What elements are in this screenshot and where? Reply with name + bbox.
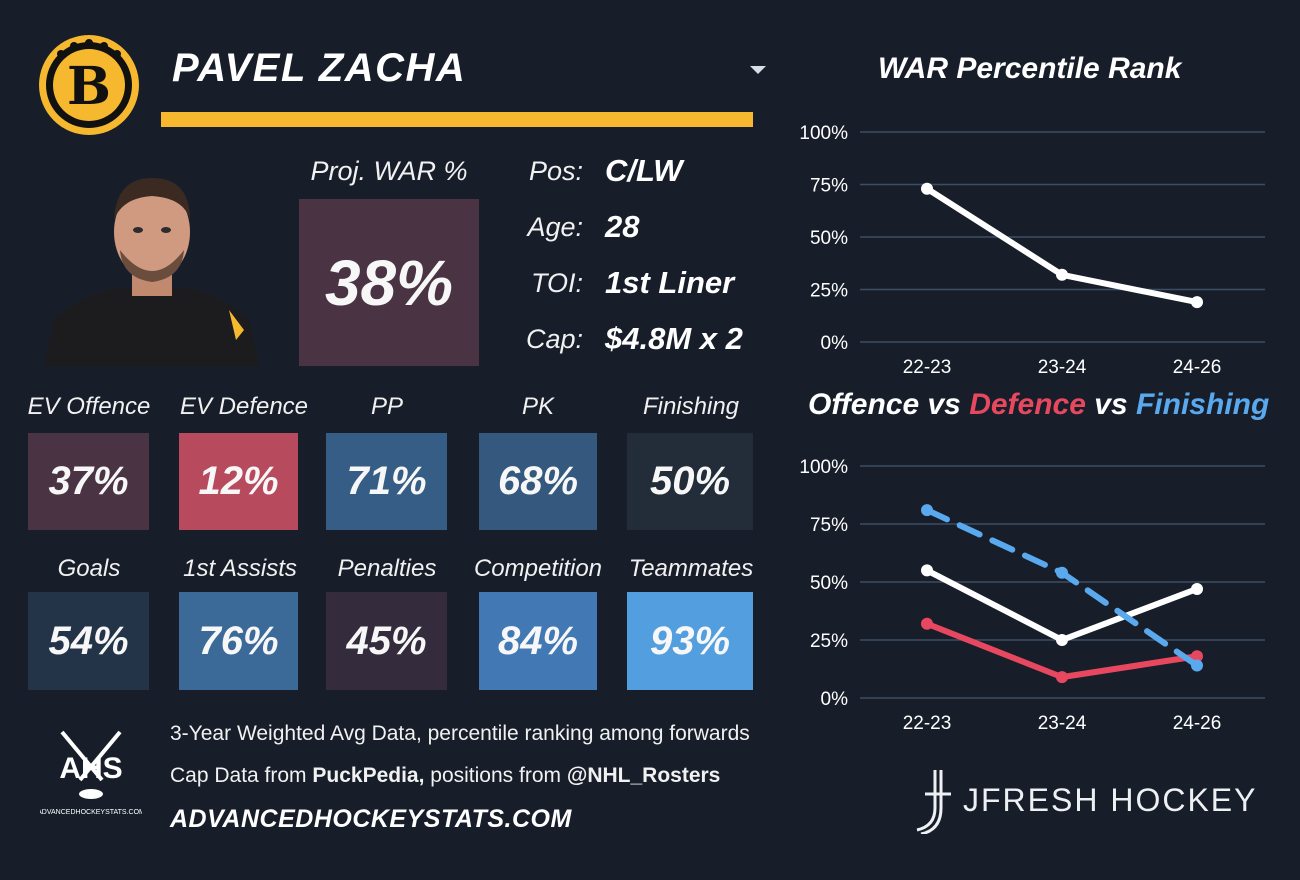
stat-label-teammates: Teammates: [628, 555, 754, 582]
x-tick-label: 24-26: [1173, 357, 1222, 378]
chart-title-vs-1: vs: [919, 388, 970, 421]
data-point: [1056, 268, 1068, 281]
data-point: [921, 564, 933, 577]
ahs-logo-icon: AHS ADVANCEDHOCKEYSTATS.COM: [40, 730, 142, 816]
series-line-offence: [924, 567, 1200, 643]
stat-label-ev-defence: EV Defence: [179, 393, 309, 420]
footer-methodology: 3-Year Weighted Avg Data, percentile ran…: [170, 722, 750, 745]
footer-sources-prefix: Cap Data from: [170, 764, 313, 787]
stat-value-penalties: 45%: [326, 592, 447, 690]
jfresh-hockey-brand: JFRESH HOCKEY: [963, 782, 1258, 818]
stat-label-competition: Competition: [473, 555, 603, 582]
title-underline: [161, 112, 753, 127]
data-point: [1191, 659, 1203, 672]
toi-value: 1st Liner: [605, 265, 735, 300]
offence-defence-finishing-chart: 100% 75% 50% 25% 0% 22-23 23-24 24-26: [799, 457, 1265, 734]
y-tick-label: 75%: [810, 176, 848, 197]
footer-sources-mid: positions from: [424, 764, 567, 787]
x-tick-label: 23-24: [1038, 357, 1087, 378]
footer-sources: Cap Data from PuckPedia, positions from …: [170, 764, 720, 788]
stat-value-goals: 54%: [28, 592, 149, 690]
stat-value-1st-assists: 76%: [179, 592, 298, 690]
y-tick-label: 0%: [821, 689, 849, 710]
chart-title-finishing: Finishing: [1135, 388, 1270, 421]
proj-war-label: Proj. WAR %: [310, 156, 468, 186]
data-point: [921, 504, 933, 517]
stat-label-penalties: Penalties: [337, 555, 437, 582]
svg-text:B: B: [67, 56, 111, 117]
stat-value-pk: 68%: [479, 433, 597, 530]
data-point: [1056, 566, 1068, 579]
data-point: [1056, 671, 1068, 684]
y-tick-label: 25%: [810, 631, 848, 652]
stat-label-ev-offence: EV Offence: [27, 393, 151, 420]
stat-label-finishing: Finishing: [642, 393, 740, 420]
jfresh-hockey-logo: [916, 770, 951, 834]
data-point: [1191, 296, 1203, 309]
player-name: PAVEL ZACHA: [172, 46, 467, 90]
footer-website: ADVANCEDHOCKEYSTATS.COM: [170, 805, 572, 833]
data-point: [921, 617, 933, 630]
chart-title-war: WAR Percentile Rank: [878, 52, 1182, 85]
series-line-0: [924, 185, 1200, 306]
x-tick-label: 22-23: [903, 713, 952, 734]
chart-title-ovd: Offence vs Defence vs Finishing: [808, 388, 1269, 422]
cap-label: Cap:: [525, 324, 583, 354]
stat-value-competition: 84%: [479, 592, 597, 690]
y-tick-label: 75%: [810, 515, 848, 536]
age-label: Age:: [527, 212, 583, 242]
y-tick-label: 100%: [799, 123, 848, 144]
proj-war-value: 38%: [299, 199, 479, 366]
stat-value-pp: 71%: [326, 433, 447, 530]
y-tick-label: 50%: [810, 228, 848, 249]
stat-label-pp: PP: [370, 393, 403, 420]
stat-value-teammates: 93%: [627, 592, 753, 690]
pos-label: Pos:: [528, 156, 583, 186]
x-tick-label: 24-26: [1173, 713, 1222, 734]
chart-title-offence: Offence: [808, 388, 920, 421]
data-point: [1056, 634, 1068, 646]
series-line-defence: [924, 620, 1200, 681]
stat-value-ev-offence: 37%: [28, 433, 149, 530]
player-headshot: [44, 178, 259, 366]
data-point: [921, 182, 933, 195]
svg-text:AHS: AHS: [59, 752, 122, 785]
toi-label: TOI:: [530, 268, 583, 298]
chevron-down-icon[interactable]: [750, 66, 766, 74]
y-tick-label: 100%: [799, 457, 848, 478]
svg-text:ADVANCEDHOCKEYSTATS.COM: ADVANCEDHOCKEYSTATS.COM: [40, 809, 142, 816]
y-tick-label: 0%: [821, 333, 849, 354]
bruins-logo-icon: B: [39, 35, 139, 135]
footer-source-puckpedia: PuckPedia,: [312, 764, 425, 787]
x-tick-label: 23-24: [1038, 713, 1087, 734]
footer-source-nhl-rosters: @NHL_Rosters: [566, 764, 721, 787]
stat-value-ev-defence: 12%: [179, 433, 298, 530]
x-tick-label: 22-23: [903, 357, 952, 378]
chart-title-defence: Defence: [969, 388, 1086, 421]
pos-value: C/LW: [605, 153, 683, 188]
stat-label-1st-assists: 1st Assists: [183, 555, 297, 582]
y-tick-label: 50%: [810, 573, 848, 594]
y-tick-label: 25%: [810, 281, 848, 302]
stat-label-pk: PK: [521, 393, 554, 420]
chart-title-vs-2: vs: [1085, 388, 1136, 421]
cap-value: $4.8M x 2: [605, 321, 743, 356]
stat-label-goals: Goals: [57, 555, 121, 582]
war-percentile-chart: 100% 75% 50% 25% 0% 22-23 23-24 24-26: [799, 123, 1265, 378]
stat-value-finishing: 50%: [627, 433, 753, 530]
data-point: [1191, 582, 1203, 595]
data-point: [1191, 650, 1203, 663]
age-value: 28: [605, 209, 640, 244]
